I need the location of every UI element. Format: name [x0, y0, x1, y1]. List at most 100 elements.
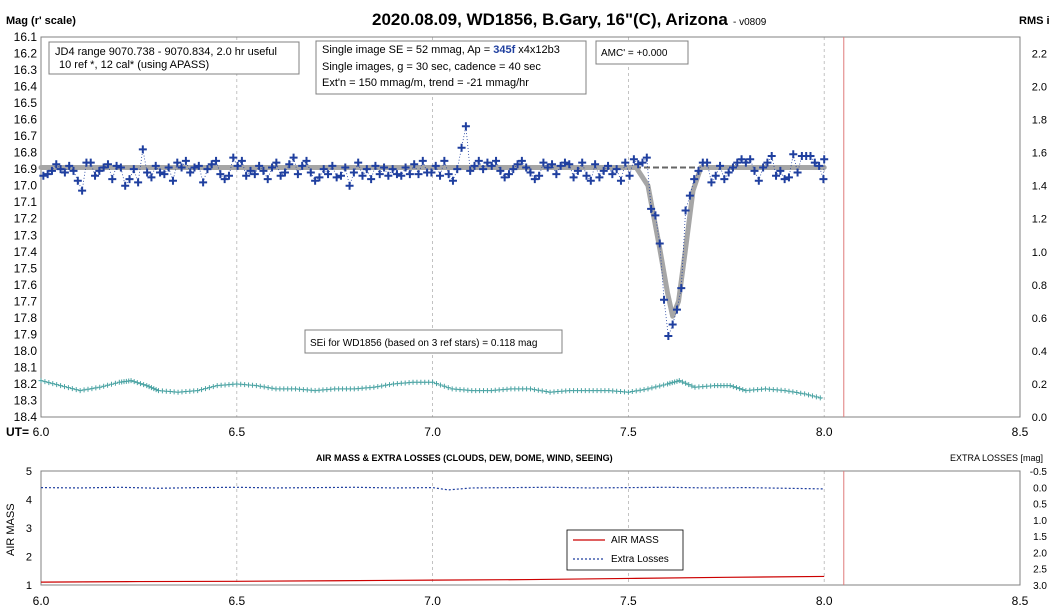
rms-point	[141, 382, 147, 388]
rms-point	[817, 395, 823, 401]
data-point	[160, 170, 169, 179]
rms-point	[645, 386, 651, 392]
data-point	[151, 161, 160, 170]
data-point	[655, 239, 664, 248]
data-point	[444, 170, 453, 179]
rms-point	[535, 387, 541, 393]
rms-point	[265, 385, 271, 391]
data-point	[220, 175, 229, 184]
data-point	[121, 181, 130, 190]
rms-point	[108, 381, 114, 387]
rms-point	[253, 383, 259, 389]
range-line-2: 10 ref *, 12 cal* (using APASS)	[59, 59, 209, 71]
top-y2-tick-label: 1.6	[1032, 148, 1047, 160]
rms-point	[637, 387, 643, 393]
data-point	[293, 170, 302, 179]
se-suffix: x4x12b3	[515, 44, 560, 56]
data-point	[746, 155, 755, 164]
top-y2-tick-label: 0.0	[1032, 412, 1047, 424]
rms-point	[58, 383, 64, 389]
data-point	[780, 175, 789, 184]
data-point	[591, 160, 600, 169]
data-point	[341, 163, 350, 172]
data-point	[453, 165, 462, 174]
rms-point	[153, 387, 159, 393]
bottom-y-tick-label: 4	[26, 495, 32, 507]
top-y2-tick-label: 0.4	[1032, 346, 1047, 358]
data-point	[289, 153, 298, 162]
range-box	[48, 41, 300, 75]
data-point	[173, 158, 182, 167]
top-y-tick-label: 16.1	[14, 30, 38, 44]
bottom-y2-tick-label: -0.5	[1030, 467, 1048, 478]
rms-point	[430, 379, 436, 385]
top-y2-tick-label: 0.2	[1032, 379, 1047, 391]
data-point	[543, 163, 552, 172]
data-point	[677, 284, 686, 293]
data-point	[233, 161, 242, 170]
rms-point	[61, 384, 67, 390]
data-point	[224, 171, 233, 180]
top-y2-tick-label: 2.0	[1032, 82, 1047, 94]
data-point	[147, 173, 156, 182]
data-point	[358, 171, 367, 180]
data-point	[625, 171, 634, 180]
bottom-y2-tick-label: 2.5	[1033, 565, 1047, 576]
rms-point	[112, 380, 118, 386]
rms-point	[269, 385, 275, 391]
data-point	[733, 158, 742, 167]
data-point	[143, 168, 152, 177]
data-point	[410, 160, 419, 169]
data-point	[479, 165, 488, 174]
data-point	[229, 153, 238, 162]
data-point	[86, 158, 95, 167]
bottom-y-tick-label: 3	[26, 523, 32, 535]
top-x-tick-label: 8.5	[1012, 425, 1029, 439]
data-point	[250, 170, 259, 179]
bottom-x-tick-label: 8.0	[816, 594, 833, 608]
rms-point	[531, 387, 537, 393]
data-point	[212, 156, 221, 165]
legend-losses-label: Extra Losses	[611, 554, 669, 565]
data-point	[194, 161, 203, 170]
data-point	[457, 143, 466, 152]
data-point	[388, 165, 397, 174]
top-y-tick-label: 17.0	[14, 179, 38, 193]
rms-point	[379, 383, 385, 389]
data-point	[621, 158, 630, 167]
top-y2-tick-label: 2.2	[1032, 49, 1047, 61]
top-y2-tick-label: 1.8	[1032, 115, 1047, 127]
rms-point	[89, 386, 95, 392]
top-y2-tick-label: 1.2	[1032, 214, 1047, 226]
bottom-grid	[236, 471, 825, 585]
rms-point	[798, 390, 804, 396]
data-point	[560, 158, 569, 167]
data-point	[772, 171, 781, 180]
data-point	[392, 170, 401, 179]
data-point	[461, 122, 470, 131]
top-x-tick-labels: 6.0 6.5 7.0 7.5 8.0 8.5	[33, 425, 1029, 439]
data-point	[810, 158, 819, 167]
rms-point	[528, 386, 533, 392]
rms-point	[148, 385, 154, 391]
rms-point	[727, 383, 733, 389]
data-point	[203, 165, 212, 174]
rms-point	[50, 381, 56, 387]
data-point	[668, 320, 677, 329]
data-point	[720, 175, 729, 184]
rms-point	[441, 383, 447, 389]
rms-point	[672, 379, 678, 385]
top-y2-axis-label: RMS i	[1019, 15, 1050, 27]
data-point	[784, 173, 793, 182]
amc-box	[595, 40, 689, 65]
data-point	[280, 168, 289, 177]
bottom-y-tick-label: 5	[26, 466, 32, 478]
rms-point	[144, 383, 150, 389]
data-point	[116, 163, 125, 172]
rms-point	[657, 383, 663, 389]
rms-point	[146, 384, 152, 390]
data-point	[664, 332, 673, 341]
top-x-tick-label: 7.5	[620, 425, 637, 439]
data-point	[672, 305, 681, 314]
